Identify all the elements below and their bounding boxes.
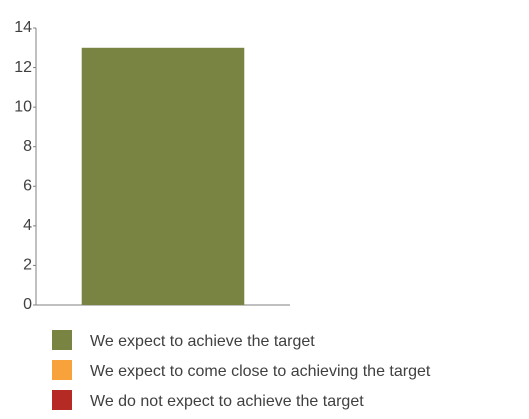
- y-tick-label: 4: [23, 217, 32, 234]
- y-tick-label: 10: [14, 98, 32, 115]
- y-tick-label: 8: [23, 138, 32, 155]
- y-tick-label: 12: [14, 59, 32, 76]
- y-tick-label: 6: [23, 178, 32, 195]
- bar: [81, 47, 245, 306]
- legend-label: We do not expect to achieve the target: [90, 393, 364, 410]
- legend-label: We expect to achieve the target: [90, 333, 315, 350]
- y-tick-label: 2: [23, 257, 32, 274]
- legend-swatch: [52, 360, 72, 380]
- legend-swatch: [52, 390, 72, 410]
- legend-swatch: [52, 330, 72, 350]
- y-tick-label: 14: [14, 19, 32, 36]
- y-tick-label: 0: [23, 296, 32, 313]
- legend-label: We expect to come close to achieving the…: [90, 363, 431, 380]
